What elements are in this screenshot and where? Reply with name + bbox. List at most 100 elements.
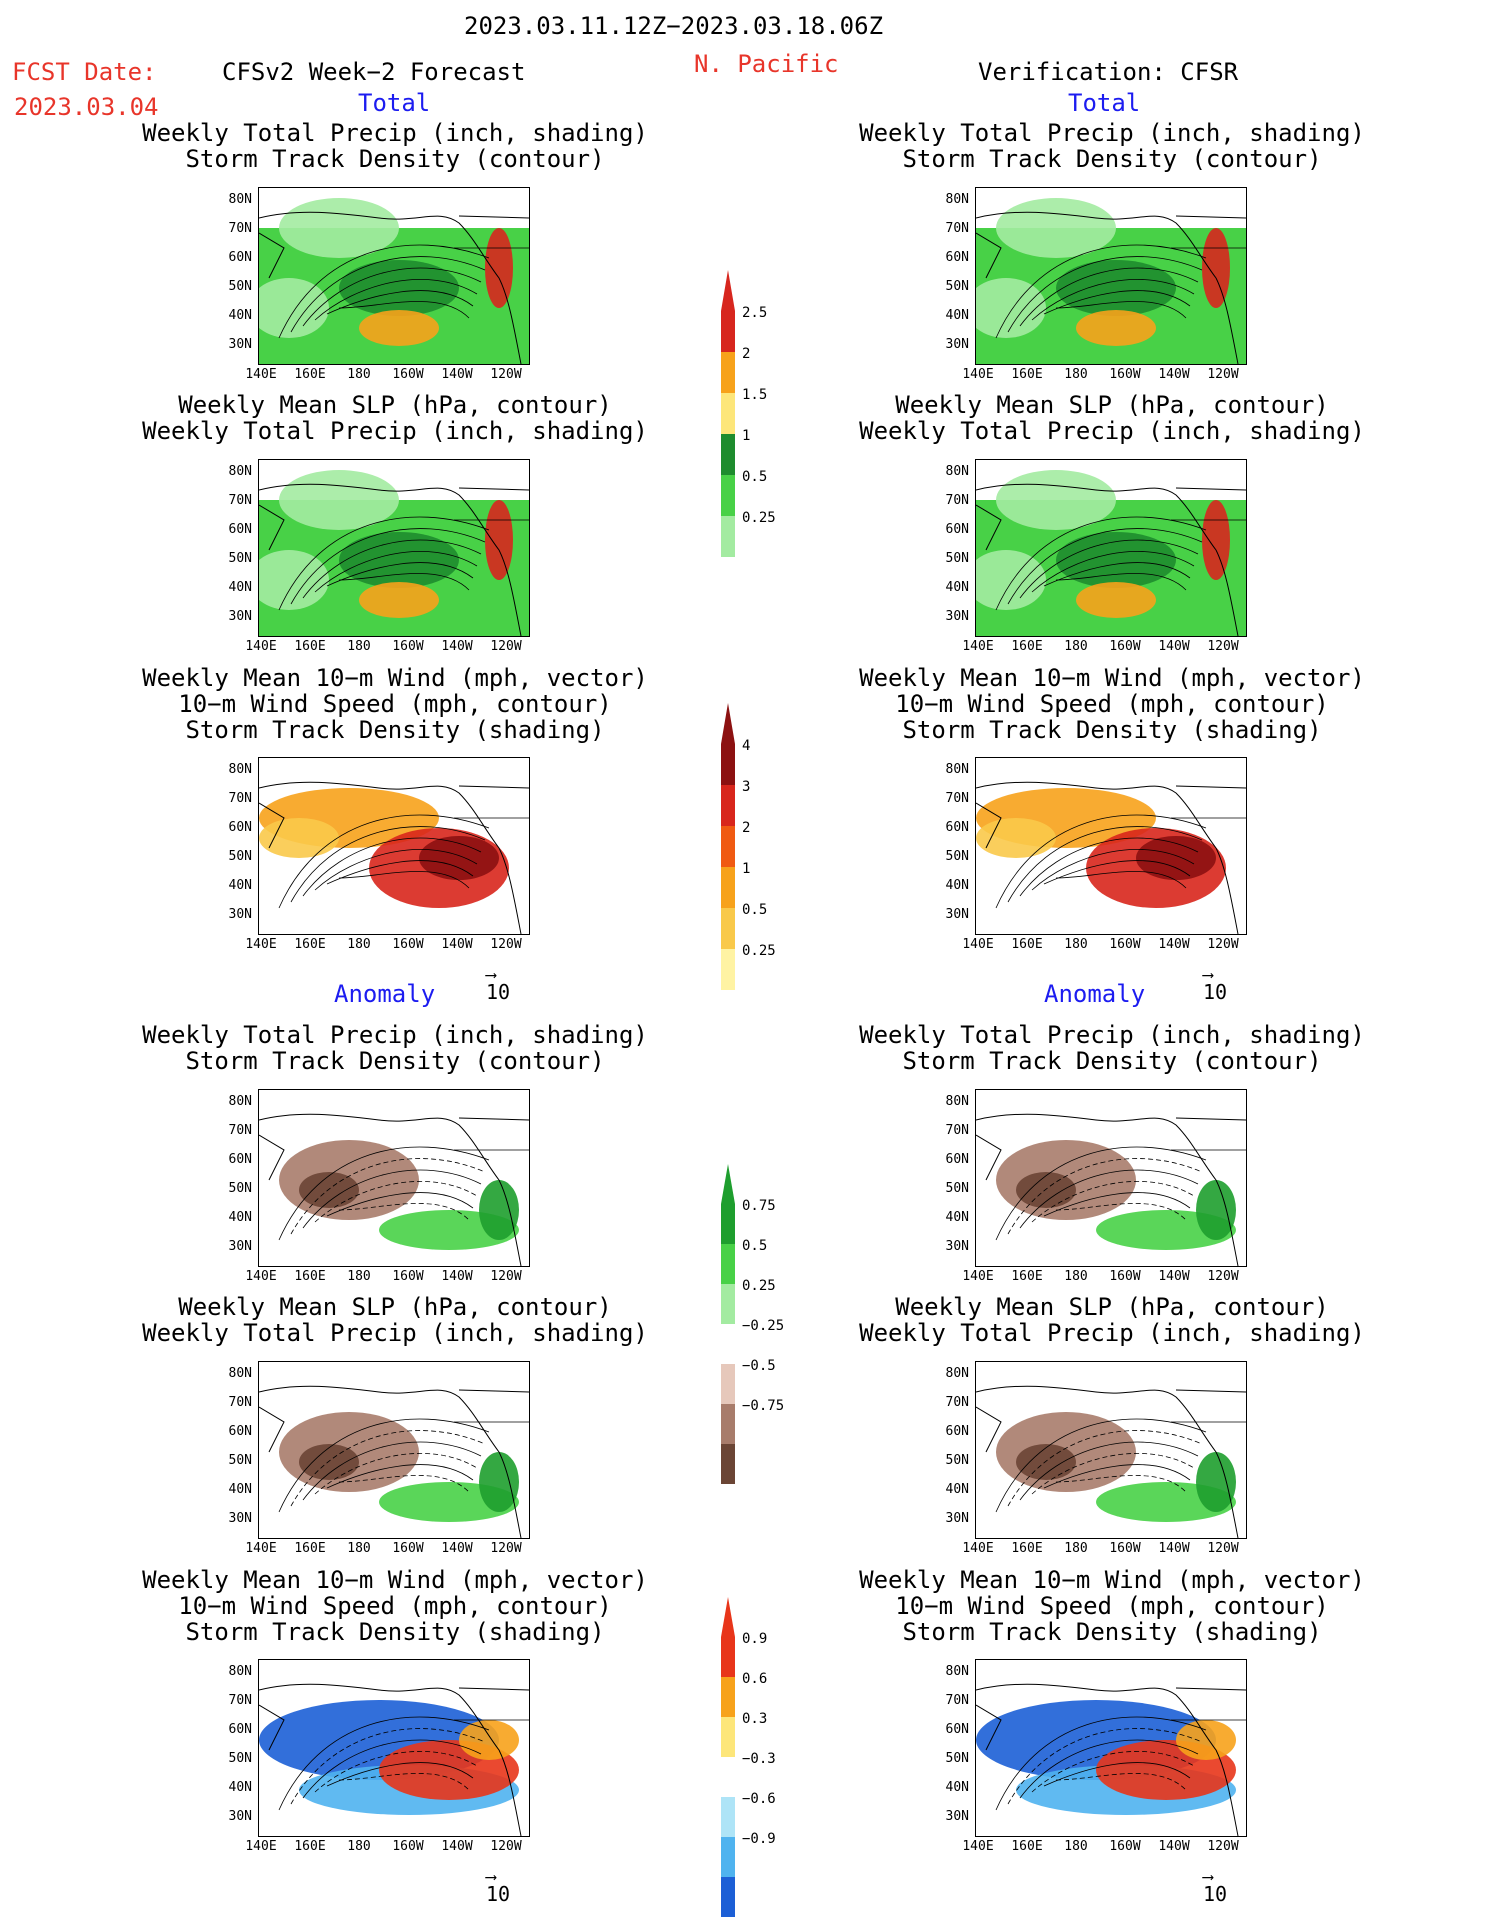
lat-tick-label: 30N [228, 1239, 252, 1254]
map-panel [975, 459, 1247, 637]
lon-tick-label: 160E [1011, 1541, 1043, 1556]
lat-tick-label: 70N [945, 221, 969, 236]
colorbar [720, 1164, 735, 1488]
lon-tick-label: 120W [1207, 1839, 1239, 1854]
lat-tick-label: 70N [228, 1395, 252, 1410]
lon-tick-label: 120W [490, 1839, 522, 1854]
colorbar-swatch [721, 1837, 735, 1877]
lon-tick-label: 180 [347, 1269, 371, 1284]
colorbar-swatch [721, 867, 735, 908]
verification-title: Verification: CFSR [978, 58, 1239, 86]
lat-tick-label: 40N [945, 878, 969, 893]
lon-tick-label: 160W [1109, 639, 1141, 654]
lat-tick-label: 40N [945, 1780, 969, 1795]
lat-tick-label: 40N [228, 580, 252, 595]
lat-tick-label: 30N [945, 337, 969, 352]
arrow-icon: ⟶ [486, 965, 496, 984]
colorbar-swatch [721, 826, 735, 867]
lon-tick-label: 180 [1064, 639, 1088, 654]
colorbar-swatch [721, 1364, 735, 1404]
lon-tick-label: 160W [392, 1839, 424, 1854]
panel-title-line: Weekly Total Precip (inch, shading) [859, 1021, 1365, 1049]
colorbar-label: 3 [742, 779, 751, 795]
panel-title-line: Weekly Mean 10−m Wind (mph, vector) [142, 1566, 648, 1594]
lat-tick-label: 70N [945, 1123, 969, 1138]
map-panel [258, 757, 530, 935]
arrow-icon: ⟶ [486, 1867, 496, 1886]
lon-tick-label: 160E [294, 367, 326, 382]
lon-tick-label: 160E [294, 1839, 326, 1854]
lat-tick-label: 70N [228, 1123, 252, 1138]
lon-tick-label: 160E [1011, 367, 1043, 382]
panel-title-line: Weekly Total Precip (inch, shading) [859, 1319, 1365, 1347]
lat-tick-label: 60N [945, 522, 969, 537]
colorbar-label: 0.6 [742, 1671, 768, 1687]
panel-title-line: Weekly Total Precip (inch, shading) [142, 417, 648, 445]
lat-tick-label: 50N [228, 279, 252, 294]
panel-title-line: Weekly Total Precip (inch, shading) [142, 1319, 648, 1347]
map-panel [975, 757, 1247, 935]
colorbar-swatch [721, 516, 735, 557]
panel-title-line: Weekly Mean SLP (hPa, contour) [895, 391, 1329, 419]
lat-tick-label: 30N [945, 609, 969, 624]
lon-tick-label: 140E [245, 639, 277, 654]
vector-reference-value: 10 [486, 1882, 511, 1906]
lon-tick-label: 120W [490, 367, 522, 382]
lon-tick-label: 140E [245, 1269, 277, 1284]
vector-reference: ⟶ 10 [1203, 1869, 1227, 1907]
panel-title-line: Storm Track Density (contour) [902, 1047, 1322, 1075]
colorbar-label: 0.25 [742, 943, 776, 959]
lat-tick-label: 40N [945, 308, 969, 323]
colorbar-swatch [721, 744, 735, 785]
lon-tick-label: 160E [1011, 1269, 1043, 1284]
lat-tick-label: 30N [228, 1511, 252, 1526]
colorbar-label: 2 [742, 820, 751, 836]
colorbar-swatch [721, 1717, 735, 1757]
lat-tick-label: 60N [228, 522, 252, 537]
lon-tick-label: 140W [1158, 1541, 1190, 1556]
lat-tick-label: 80N [945, 762, 969, 777]
lon-tick-label: 140W [441, 1269, 473, 1284]
lon-tick-label: 160W [392, 937, 424, 952]
lon-tick-label: 140E [245, 937, 277, 952]
lon-tick-label: 180 [1064, 937, 1088, 952]
panel-title-line: 10−m Wind Speed (mph, contour) [895, 1592, 1329, 1620]
lon-tick-label: 120W [490, 1269, 522, 1284]
lon-tick-label: 140W [441, 1839, 473, 1854]
map-panel [975, 1089, 1247, 1267]
lat-tick-label: 30N [228, 609, 252, 624]
panel-title-line: Weekly Total Precip (inch, shading) [859, 417, 1365, 445]
lon-tick-label: 180 [347, 367, 371, 382]
colorbar-label: 0.5 [742, 1238, 768, 1254]
lat-tick-label: 80N [228, 192, 252, 207]
map-panel [258, 187, 530, 365]
lat-tick-label: 60N [945, 1722, 969, 1737]
panel-title-line: 10−m Wind Speed (mph, contour) [178, 690, 612, 718]
map-panel [258, 1361, 530, 1539]
lat-tick-label: 50N [945, 1181, 969, 1196]
panel-title-line: Weekly Mean 10−m Wind (mph, vector) [859, 664, 1365, 692]
lat-tick-label: 40N [228, 878, 252, 893]
lat-tick-label: 40N [945, 1482, 969, 1497]
lon-tick-label: 140W [441, 1541, 473, 1556]
panel-title-line: Weekly Total Precip (inch, shading) [859, 119, 1365, 147]
colorbar-swatch [721, 1637, 735, 1677]
lat-tick-label: 30N [945, 907, 969, 922]
lon-tick-label: 140E [962, 367, 994, 382]
lat-tick-label: 30N [228, 907, 252, 922]
map-panel [975, 187, 1247, 365]
vector-reference-value: 10 [486, 980, 511, 1004]
lon-tick-label: 120W [1207, 937, 1239, 952]
colorbar-swatch [721, 311, 735, 352]
panel-title: Weekly Mean SLP (hPa, contour) Weekly Tot… [812, 1294, 1412, 1346]
colorbar-swatch [721, 1204, 735, 1244]
lat-tick-label: 80N [228, 1094, 252, 1109]
lat-tick-label: 70N [945, 493, 969, 508]
colorbar-swatch [721, 393, 735, 434]
lon-tick-label: 140E [962, 937, 994, 952]
colorbar-swatch [721, 949, 735, 990]
lon-tick-label: 160W [1109, 1541, 1141, 1556]
colorbar-label: 4 [742, 738, 751, 754]
lat-tick-label: 60N [945, 250, 969, 265]
lon-tick-label: 120W [1207, 639, 1239, 654]
